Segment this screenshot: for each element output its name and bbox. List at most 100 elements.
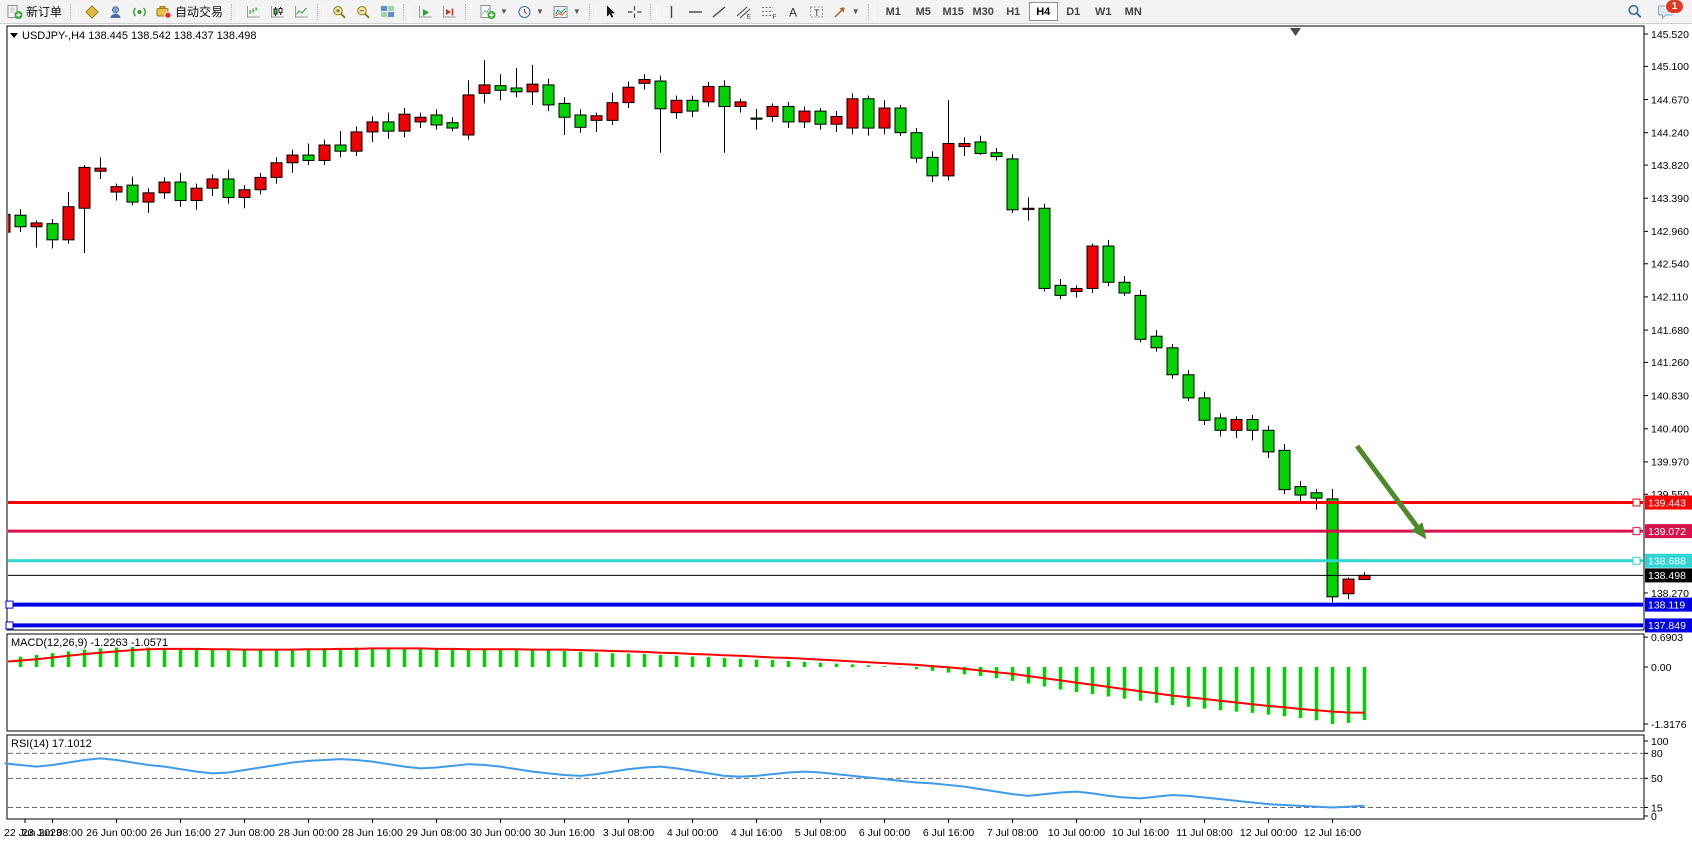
timeframe-button-MN[interactable]: MN	[1119, 2, 1148, 21]
rsi-pane-frame	[6, 734, 1645, 820]
time-tick-label: 4 Jul 16:00	[731, 827, 783, 839]
notifications-button[interactable]: 1	[1653, 0, 1684, 22]
time-tick-label: 23 Jun 08:00	[22, 827, 83, 839]
time-tick-label: 30 Jun 16:00	[534, 827, 595, 839]
price-badge-label: 137.849	[1648, 620, 1686, 632]
svg-text:F: F	[772, 15, 776, 19]
time-tick-label: 12 Jul 00:00	[1240, 827, 1297, 839]
price-badge-139.443	[1645, 495, 1692, 510]
chart-canvas[interactable]: 145.520 145.100 144.670 144.240 143.820 143.3…	[0, 24, 1692, 847]
toolbar-separator	[317, 3, 325, 20]
tile-windows-button[interactable]	[376, 2, 399, 22]
indicators-icon	[553, 5, 568, 18]
auto-trading-button[interactable]: 自动交易	[152, 2, 227, 22]
toolbar-separator	[403, 3, 411, 20]
shapes-button[interactable]: ▼	[829, 2, 864, 22]
crosshair-icon	[627, 5, 642, 18]
time-tick-label: 7 Jul 08:00	[987, 827, 1039, 839]
price-axis[interactable]: 145.520 145.100 144.670 144.240 143.820 143.3…	[1644, 29, 1692, 823]
line-handle[interactable]	[1632, 527, 1641, 536]
chart-shift-button[interactable]	[438, 2, 461, 22]
time-tick-label: 5 Jul 08:00	[795, 827, 847, 839]
rsi-axis-label: 80	[1651, 748, 1663, 760]
equidistant-channel-button[interactable]: E	[732, 2, 756, 22]
macd-pane-frame	[6, 633, 1645, 732]
price-badge-label: 139.072	[1648, 526, 1686, 538]
metaeditor-button[interactable]	[81, 2, 103, 22]
time-tick-label: 10 Jul 16:00	[1112, 827, 1169, 839]
new-order-button[interactable]: 新订单	[3, 2, 66, 22]
text-label-icon: T	[809, 6, 823, 17]
time-tick-label: 6 Jul 16:00	[923, 827, 975, 839]
text-label-button[interactable]: T	[805, 2, 828, 22]
timeframe-button-H1[interactable]: H1	[999, 2, 1028, 21]
candlestick-chart-button[interactable]	[266, 2, 289, 22]
period-button[interactable]: ▼	[513, 2, 548, 22]
price-badge-139.072	[1645, 524, 1692, 539]
time-tick-label: 29 Jun 08:00	[406, 827, 467, 839]
chart-shift-marker[interactable]	[1290, 28, 1301, 36]
auto-trading-icon	[156, 5, 172, 19]
timeframe-button-M1[interactable]: M1	[879, 2, 908, 21]
line-handle[interactable]	[5, 600, 14, 609]
line-handle[interactable]	[1632, 498, 1641, 507]
line-handle[interactable]	[5, 621, 14, 630]
rsi-axis-label: 15	[1651, 802, 1663, 814]
chart-shift-icon	[443, 5, 456, 17]
auto-scroll-icon	[419, 5, 432, 17]
fibonacci-button[interactable]: F	[757, 2, 781, 22]
fibonacci-icon: F	[761, 6, 776, 19]
time-tick-label: 12 Jul 16:00	[1304, 827, 1361, 839]
indicators-button[interactable]: ▼	[549, 2, 585, 22]
price-badge-label: 138.688	[1648, 556, 1686, 568]
trend-arrow[interactable]	[1354, 444, 1424, 534]
toolbar-separator	[465, 3, 473, 20]
timeframe-button-W1[interactable]: W1	[1089, 2, 1118, 21]
bar-chart-icon	[247, 5, 260, 17]
macd-signal-line	[8, 647, 1365, 714]
dropdown-caret-icon: ▼	[572, 7, 581, 16]
search-button[interactable]	[1623, 2, 1647, 22]
trendline-button[interactable]	[708, 2, 731, 22]
zoom-in-button[interactable]	[328, 2, 351, 22]
line-handle[interactable]	[1632, 556, 1641, 565]
rsi-label: RSI(14) 17.1012	[11, 738, 92, 750]
horizontal-line-button[interactable]	[684, 2, 707, 22]
zoom-out-button[interactable]	[352, 2, 375, 22]
trend-arrow-head[interactable]	[1411, 522, 1427, 540]
bar-chart-button[interactable]	[242, 2, 265, 22]
cursor-button[interactable]	[600, 2, 622, 22]
crosshair-button[interactable]	[623, 2, 646, 22]
signals-button[interactable]	[128, 2, 151, 22]
toolbar-separator	[588, 3, 596, 20]
macd-axis-label: -1.3176	[1651, 719, 1687, 731]
vertical-line-button[interactable]	[661, 2, 683, 22]
clock-icon	[518, 5, 531, 18]
timeframe-button-M5[interactable]: M5	[909, 2, 938, 21]
timeframe-button-M30[interactable]: M30	[969, 2, 998, 21]
price-tick-label: 140.400	[1651, 424, 1689, 436]
price-tick-label: 141.260	[1651, 357, 1689, 369]
line-chart-button[interactable]	[290, 2, 313, 22]
timeframe-button-M15[interactable]: M15	[939, 2, 968, 21]
symbol-dropdown-icon[interactable]	[10, 33, 18, 38]
new-chart-button[interactable]: ▼	[476, 2, 512, 22]
time-tick-label: 3 Jul 08:00	[603, 827, 655, 839]
price-tick-label: 142.540	[1651, 259, 1689, 271]
price-badge-label: 138.119	[1648, 599, 1685, 611]
line-chart-icon	[295, 5, 308, 17]
dropdown-caret-icon: ▼	[851, 7, 860, 16]
macd-axis-label: 0.6903	[1651, 632, 1683, 644]
auto-scroll-button[interactable]	[414, 2, 437, 22]
market-button[interactable]	[104, 2, 127, 22]
time-tick-label: 26 Jun 16:00	[150, 827, 211, 839]
text-icon: A	[789, 5, 797, 19]
horizontal-line-icon	[688, 10, 702, 13]
tile-windows-icon	[381, 5, 395, 17]
timeframe-button-D1[interactable]: D1	[1059, 2, 1088, 21]
timeframe-button-H4[interactable]: H4	[1028, 2, 1058, 21]
text-button[interactable]: A	[782, 2, 804, 22]
cursor-icon	[607, 5, 616, 18]
trendline-icon	[712, 5, 726, 18]
